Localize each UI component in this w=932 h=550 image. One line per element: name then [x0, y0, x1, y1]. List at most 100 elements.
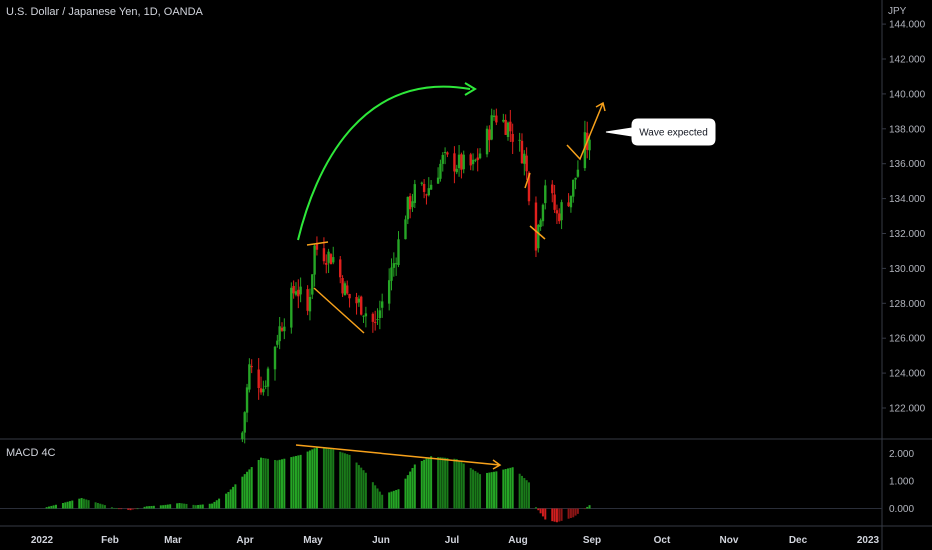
- candle-body: [266, 368, 270, 387]
- candle-body: [346, 285, 349, 294]
- macd-bar: [327, 448, 330, 509]
- macd-bar: [96, 503, 99, 509]
- macd-bar: [117, 508, 120, 510]
- macd-bar: [371, 482, 374, 509]
- orange-wedge-top-2[interactable]: [524, 172, 531, 189]
- macd-bar: [159, 505, 162, 509]
- macd-bar: [523, 478, 526, 509]
- macd-bar: [299, 454, 302, 509]
- candle-body: [511, 133, 514, 142]
- macd-bar: [322, 448, 325, 509]
- candle-body: [322, 248, 326, 262]
- candle-body: [243, 412, 246, 433]
- time-axis-ticks[interactable]: 2022 Feb Mar Apr May Jun Jul Aug Sep Oct Nov Dec 202…: [31, 535, 880, 546]
- macd-bar: [446, 458, 449, 509]
- macd-bar: [64, 502, 67, 509]
- macd-bar: [462, 463, 465, 509]
- macd-bar: [78, 498, 81, 509]
- macd-bar: [430, 456, 433, 509]
- candle-body: [360, 296, 363, 315]
- candle-body: [534, 202, 538, 251]
- candle-body: [276, 340, 279, 345]
- candle-body: [308, 296, 312, 312]
- time-tick-label: 2022: [31, 535, 54, 546]
- candle-body: [457, 154, 461, 169]
- macd-bar: [194, 505, 197, 509]
- currency-unit-label: JPY: [888, 6, 907, 17]
- candle-body: [553, 194, 556, 210]
- macd-bar: [541, 508, 544, 517]
- macd-bar: [560, 508, 563, 521]
- macd-bar: [476, 472, 479, 509]
- candle-body: [485, 128, 489, 155]
- candle-body: [390, 267, 393, 281]
- macd-bar: [215, 500, 218, 509]
- macd-bar: [80, 498, 83, 509]
- macd-axis-ticks[interactable]: 2.000 1.000 0.000: [889, 449, 914, 515]
- price-tick-label: 124.000: [889, 369, 926, 380]
- macd-bar: [87, 500, 90, 509]
- candle-body: [527, 172, 531, 202]
- macd-bar: [325, 448, 328, 509]
- candle-body: [306, 289, 309, 311]
- macd-bar: [574, 508, 577, 516]
- macd-bar: [427, 457, 430, 509]
- macd-bar: [558, 508, 561, 522]
- macd-bar: [99, 503, 102, 509]
- drawing-annotations[interactable]: [295, 82, 606, 470]
- orange-wedge-bottom-2[interactable]: [529, 225, 546, 240]
- candle-body: [339, 259, 342, 278]
- candle-body: [397, 239, 400, 266]
- macd-bar: [218, 498, 221, 509]
- candle-body: [551, 184, 554, 194]
- macd-bar: [348, 454, 351, 509]
- macd-bar: [136, 508, 139, 510]
- candle-body: [411, 201, 414, 208]
- macd-bar: [306, 451, 309, 509]
- macd-bar: [267, 458, 270, 509]
- green-arc-arrow[interactable]: [297, 85, 471, 241]
- candle-body: [583, 132, 587, 169]
- macd-bar: [460, 462, 463, 509]
- symbol-title[interactable]: U.S. Dollar / Japanese Yen, 1D, OANDA: [6, 6, 204, 18]
- macd-bar: [357, 465, 360, 509]
- macd-bar: [374, 485, 377, 509]
- macd-bar: [199, 504, 202, 509]
- candle-body: [406, 196, 410, 220]
- macd-bar: [553, 508, 556, 522]
- macd-bar: [152, 505, 155, 509]
- macd-bar: [315, 447, 318, 509]
- macd-bar: [71, 500, 74, 509]
- macd-bar: [50, 505, 53, 509]
- macd-bar: [493, 471, 496, 509]
- candle-body: [425, 194, 428, 196]
- orange-wedge-top-1[interactable]: [306, 241, 329, 246]
- orange-wedge-bottom-1[interactable]: [313, 287, 365, 334]
- candle-body: [290, 287, 293, 328]
- time-tick-label: Mar: [164, 535, 182, 546]
- macd-bar: [455, 459, 458, 509]
- macd-bar: [567, 508, 570, 519]
- candle-body: [250, 366, 253, 368]
- macd-bar: [213, 501, 216, 509]
- candle-body: [471, 159, 475, 165]
- candle-body: [280, 327, 284, 331]
- candle-body: [572, 179, 575, 197]
- candle-body: [394, 263, 398, 265]
- macd-bar: [103, 505, 106, 509]
- macd-bar: [343, 453, 346, 509]
- orange-wave-projection[interactable]: [566, 102, 604, 161]
- callout-wave-expected[interactable]: Wave expected: [605, 118, 716, 146]
- macd-divergence-arrow-icon: [492, 459, 502, 470]
- price-axis-ticks[interactable]: 144.000 142.000 140.000 138.000 136.000 134.0…: [882, 20, 926, 415]
- macd-title[interactable]: MACD 4C: [6, 447, 56, 459]
- macd-divergence-line[interactable]: [295, 444, 501, 466]
- macd-bar: [406, 475, 409, 509]
- candle-body: [404, 219, 407, 240]
- candle-body: [476, 157, 479, 161]
- macd-bar: [101, 504, 104, 509]
- macd-bar: [364, 472, 367, 509]
- macd-bar: [472, 469, 475, 509]
- macd-bar: [569, 508, 572, 519]
- candle-body: [541, 204, 545, 222]
